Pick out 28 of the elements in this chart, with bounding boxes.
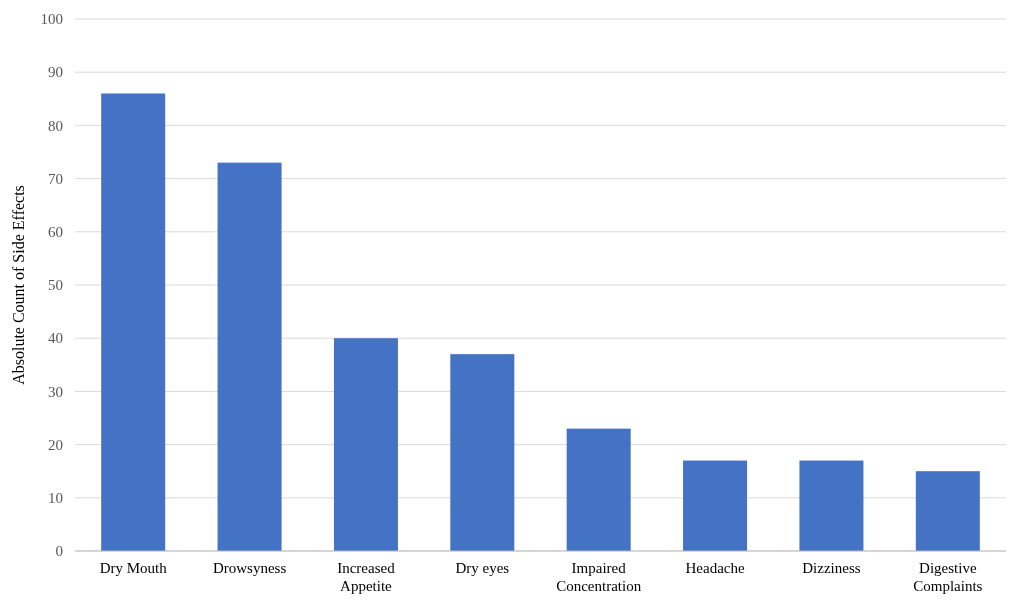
y-tick-label: 70: [48, 170, 63, 187]
y-tick-label: 40: [48, 330, 63, 347]
bar: [915, 471, 980, 551]
y-tick-label: 100: [40, 11, 63, 28]
bar: [799, 460, 864, 551]
bar: [333, 338, 398, 551]
bar: [450, 354, 515, 551]
x-tick-label: Headache: [685, 560, 745, 576]
x-tick-label: Dry eyes: [455, 560, 510, 576]
bar: [101, 93, 166, 551]
bar: [566, 428, 631, 551]
bar: [217, 162, 282, 551]
x-tick-label: Impaired Concentration: [556, 560, 642, 594]
x-tick-label: Increased Appetite: [337, 560, 396, 594]
y-tick-label: 10: [48, 490, 63, 507]
x-tick-label: Drowsyness: [212, 560, 287, 576]
y-tick-label: 90: [48, 64, 63, 81]
x-tick-label: Dizziness: [802, 560, 861, 576]
y-tick-label: 50: [48, 277, 63, 294]
y-axis-title: Absolute Count of Side Effects: [10, 185, 27, 385]
y-tick-label: 60: [48, 224, 63, 241]
y-tick-label: 20: [48, 436, 63, 453]
y-tick-label: 80: [48, 117, 63, 134]
y-tick-label: 30: [48, 383, 63, 400]
bar: [683, 460, 748, 551]
x-tick-label: Dry Mouth: [99, 560, 168, 576]
y-tick-label: 0: [55, 543, 63, 560]
x-tick-label: Digestive Complaints: [913, 560, 983, 594]
